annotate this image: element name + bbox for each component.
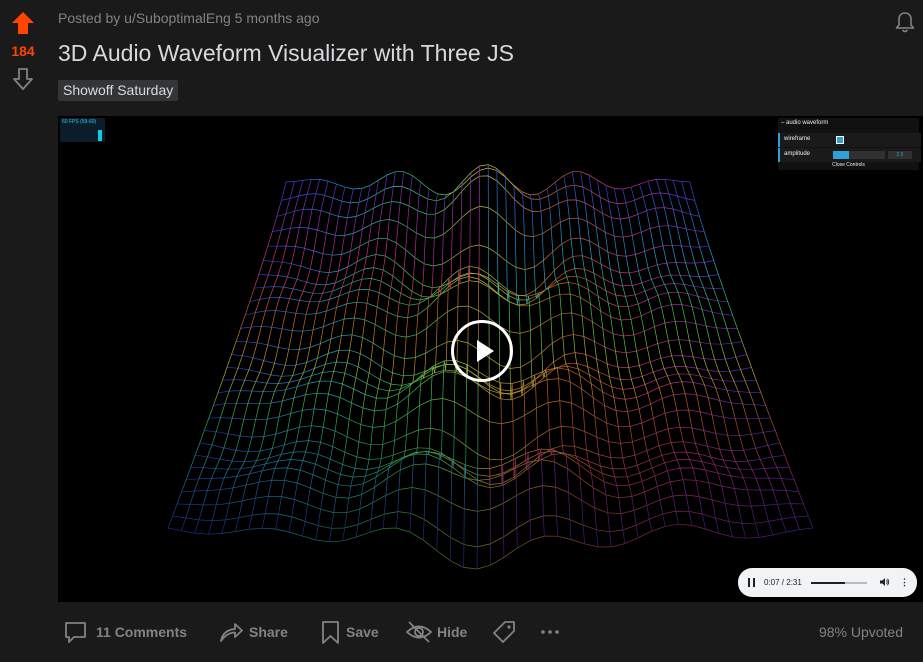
fps-meter: 60 FPS (59-60) [60,118,105,142]
comments-button[interactable]: 11 Comments [58,614,198,650]
pause-icon[interactable] [748,578,756,587]
upvote-ratio: 98% Upvoted [818,624,903,640]
tag-icon [493,621,515,643]
gui-row-wireframe: wireframe [778,133,921,147]
comment-icon [65,622,86,643]
gui-row-amplitude: amplitude 2.5 [778,148,921,162]
post-meta: Posted by u/SuboptimalEng 5 months ago [58,10,320,26]
save-button[interactable]: Save [313,614,383,650]
play-icon [477,340,494,362]
vote-column: 184 [0,0,46,662]
play-button[interactable] [451,320,513,382]
fps-label: 60 FPS (59-60) [62,119,97,125]
video-time: 0:07 / 2:31 [764,578,802,587]
close-controls-button[interactable]: Close Controls [832,162,865,168]
more-horizontal-icon [541,630,559,634]
volume-icon[interactable] [880,577,890,587]
waveform-mesh [58,116,923,602]
post-title[interactable]: 3D Audio Waveform Visualizer with Three … [58,40,514,66]
media-controls: 0:07 / 2:31 ⋮ [738,568,917,597]
amplitude-label: amplitude [784,151,811,157]
more-vertical-icon[interactable]: ⋮ [900,577,909,587]
video-player[interactable]: 60 FPS (59-60) – audio waveform wirefram… [58,116,923,602]
post-action-bar: 11 Comments Share Save Hide [58,614,908,650]
bell-icon[interactable] [893,10,917,34]
wireframe-checkbox[interactable] [836,136,844,144]
more-options-button[interactable] [532,614,568,650]
hide-label: Hide [437,624,468,640]
post-flair[interactable]: Showoff Saturday [58,80,179,101]
tag-button[interactable] [486,614,522,650]
vote-score: 184 [11,43,35,59]
share-button[interactable]: Share [213,614,293,650]
amplitude-slider[interactable] [833,151,885,159]
downvote-arrow-icon[interactable] [11,67,35,91]
save-label: Save [346,624,379,640]
progress-fill [811,582,845,584]
share-label: Share [249,624,288,640]
share-icon [220,623,243,642]
upvote-arrow-icon[interactable] [11,11,35,35]
gui-folder-title[interactable]: – audio waveform [781,120,829,126]
bookmark-icon [322,621,339,644]
hide-button[interactable]: Hide [400,614,475,650]
gui-controls-panel: – audio waveform wireframe amplitude 2.5… [778,118,921,170]
hide-eye-icon [405,621,433,643]
wireframe-label: wireframe [784,136,811,142]
fps-bar [98,130,102,141]
comments-label: 11 Comments [96,624,188,640]
progress-track[interactable] [811,582,867,584]
amplitude-value[interactable]: 2.5 [888,151,912,159]
amplitude-slider-fill [833,151,849,159]
